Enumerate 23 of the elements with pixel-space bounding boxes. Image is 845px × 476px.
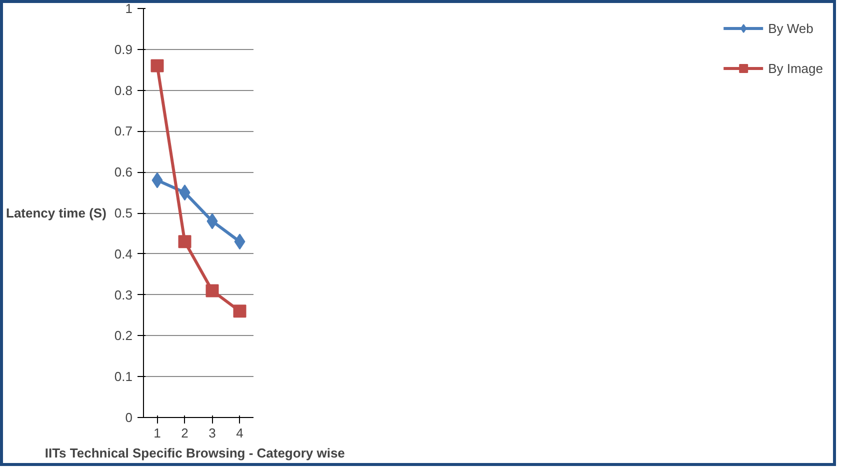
x-tick-label: 3 xyxy=(208,426,216,440)
x-tick-label: 1 xyxy=(154,426,161,440)
y-tick-label: 0.1 xyxy=(114,369,133,384)
y-tick-label: 0.6 xyxy=(114,164,133,180)
point xyxy=(178,235,192,248)
y-tick-label: 0.4 xyxy=(114,246,133,262)
point xyxy=(206,284,219,298)
y-tick-label: 0 xyxy=(125,410,133,425)
y-tick-label: 0.9 xyxy=(114,42,133,57)
y-tick-label: 0.5 xyxy=(114,206,133,220)
y-tick-label: 0.8 xyxy=(114,82,133,98)
y-axis-title: Latency time (S) xyxy=(6,206,106,220)
legend-label: By Image xyxy=(768,60,823,76)
y-tick-label: 1 xyxy=(125,1,133,16)
y-tick-label: 0.2 xyxy=(114,328,133,344)
x-tick-label: 4 xyxy=(236,426,244,440)
y-tick-label: 0.3 xyxy=(114,287,133,302)
x-tick-label: 2 xyxy=(181,426,188,440)
x-axis-title: IITs Technical Specific Browsing - Category wise xyxy=(44,446,345,460)
point xyxy=(150,59,164,72)
legend-label: By Web xyxy=(768,20,814,36)
y-tick-label: 0.7 xyxy=(114,124,133,139)
point xyxy=(233,304,246,318)
